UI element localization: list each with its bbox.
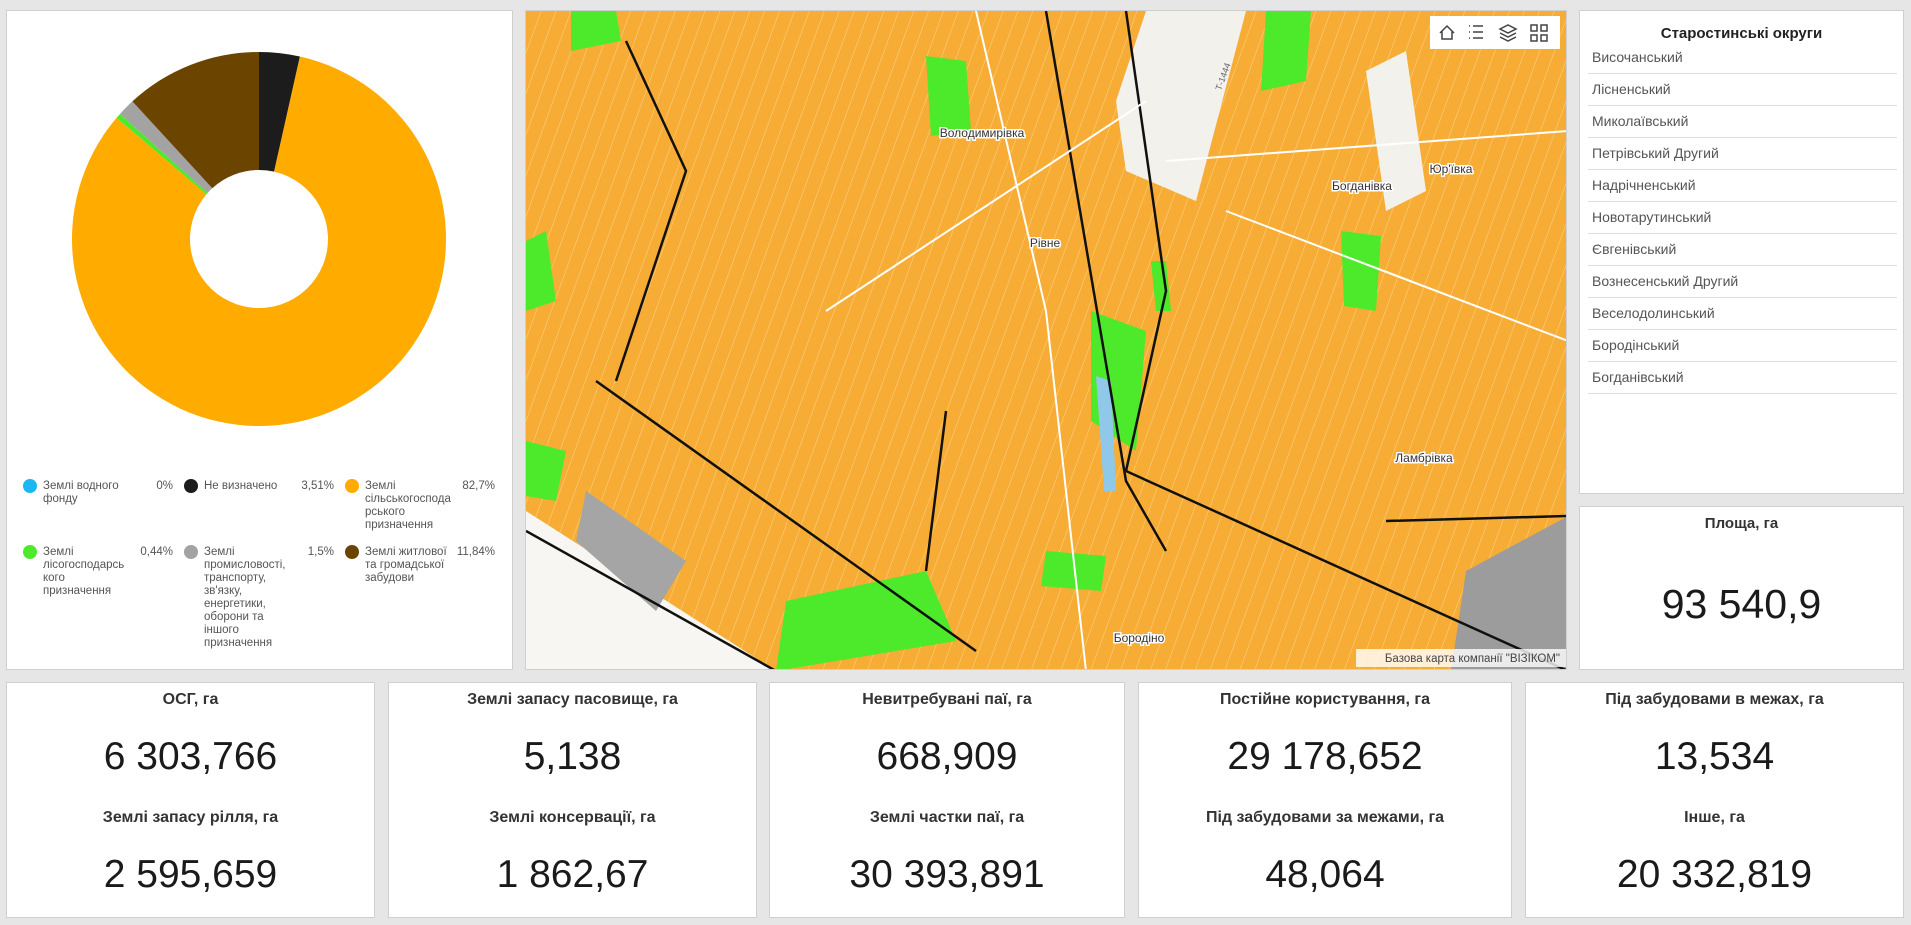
legend-label: Землі водного фонду	[43, 480, 119, 505]
legend-label: Не визначено	[204, 480, 278, 492]
legend-label: Землі лісогосподарського призначення	[43, 546, 125, 597]
pie-slice	[116, 113, 208, 195]
map[interactable]: Володимирівка Рівне Богданівка Юр'ївка Л…	[526, 11, 1567, 670]
legend-value: 82,7%	[462, 480, 495, 492]
map-area	[1261, 11, 1311, 91]
legend-swatch	[345, 545, 359, 559]
place-label: Ламбрівка	[1395, 451, 1453, 465]
indicator-card: ОСГ, га 6 303,766 Землі запасу рілля, га 2 …	[6, 682, 375, 918]
layers-button[interactable]	[1498, 24, 1518, 42]
indicator-value: 13,534	[1654, 735, 1775, 778]
home-button[interactable]	[1439, 24, 1455, 40]
toolbar	[1430, 16, 1560, 49]
district-item[interactable]: Петрівський Другий	[1588, 137, 1897, 170]
map-panel[interactable]: Володимирівка Рівне Богданівка Юр'ївка Л…	[525, 10, 1567, 670]
legend-button[interactable]	[1469, 25, 1483, 39]
map-area	[571, 11, 621, 51]
place-label: Юр'ївка	[1430, 162, 1473, 176]
legend-value: 11,84%	[456, 546, 495, 558]
indicator-title: Під забудовами в межах, га	[1605, 691, 1824, 708]
indicator-value: 668,909	[876, 735, 1018, 778]
map-area	[1151, 261, 1171, 311]
map-area	[1041, 551, 1106, 591]
indicator-card: Під забудовами в межах, га 13,534 Інше, га…	[1525, 682, 1904, 918]
district-item[interactable]: Вознесенський Другий	[1588, 265, 1897, 298]
district-item[interactable]: Новотарутинський	[1588, 201, 1897, 234]
place-label: Бородіно	[1114, 631, 1165, 645]
pie-slice	[72, 56, 446, 426]
map-area	[576, 491, 686, 611]
place-label: Володимирівка	[940, 126, 1025, 140]
legend-swatch	[345, 479, 359, 493]
districts-panel: Старостинські округи Височанський Лісненс…	[1579, 10, 1904, 494]
indicator-title: ОСГ, га	[162, 691, 219, 708]
place-label: Рівне	[1030, 236, 1061, 250]
indicator-title: Площа, га	[1704, 515, 1779, 532]
legend-value: 1,5%	[307, 546, 334, 558]
indicator-value: 20 332,819	[1616, 853, 1813, 896]
map-area	[526, 231, 556, 311]
district-item[interactable]: Височанський	[1588, 41, 1897, 74]
legend-swatch	[184, 479, 198, 493]
legend-value: 0,44%	[140, 546, 173, 558]
map-area	[1096, 376, 1116, 491]
indicator-card: Невитребувані паї, га 668,909 Землі частки…	[769, 682, 1125, 918]
pie-slice	[119, 101, 213, 193]
indicator-value: 5,138	[523, 735, 622, 778]
district-item[interactable]: Веселодолинський	[1588, 297, 1897, 330]
legend-label: Землі сільськогосподарського призначення	[365, 480, 451, 531]
indicator-title: Інше, га	[1684, 809, 1745, 826]
attribution: Базова карта компанії "ВІЗІКОМ"	[1385, 653, 1560, 665]
legend-swatch	[184, 545, 198, 559]
list-title: Старостинські округи	[1660, 25, 1823, 42]
legend-swatch	[23, 479, 37, 493]
indicator-value: 93 540,9	[1661, 581, 1822, 627]
legend-label: Землі промисловості, транспорту, зв'язку…	[204, 546, 286, 649]
attribution-bg	[1356, 649, 1566, 667]
indicator-card: Землі запасу пасовище, га 5,138 Землі конс…	[388, 682, 757, 918]
indicator-value: 30 393,891	[849, 853, 1045, 896]
legend-value: 0%	[156, 480, 173, 492]
indicator-title: Землі запасу пасовище, га	[467, 691, 678, 708]
indicator-value: 1 862,67	[496, 853, 649, 896]
indicator-value: 6 303,766	[103, 735, 278, 778]
indicator-card: Постійне користування, га 29 178,652 Під з…	[1138, 682, 1512, 918]
pie-panel: Землі водного фонду 0% Не визначено 3,51% Зе…	[6, 10, 513, 670]
road	[825, 11, 1566, 669]
district-item[interactable]: Богданівський	[1588, 361, 1897, 394]
pie-chart	[72, 52, 446, 426]
district-item[interactable]: Миколаївський	[1588, 105, 1897, 138]
map-area	[1116, 11, 1246, 201]
indicator-title: Постійне користування, га	[1220, 691, 1430, 708]
indicator-title: Під забудовами за межами, га	[1205, 809, 1445, 826]
pie-slice	[132, 52, 259, 189]
area-panel: Площа, га 93 540,9	[1579, 506, 1904, 670]
map-area	[776, 571, 956, 669]
district-item[interactable]: Лісненський	[1588, 73, 1897, 106]
legend-value: 3,51%	[301, 480, 334, 492]
district-item[interactable]: Євгенівський	[1588, 233, 1897, 266]
indicator-title: Невитребувані паї, га	[862, 691, 1032, 708]
indicator-title: Землі частки паї, га	[869, 809, 1025, 826]
indicator-title: Землі запасу рілля, га	[102, 809, 279, 826]
place-label: Богданівка	[1332, 179, 1392, 193]
boundary	[526, 11, 1566, 669]
indicator-title: Землі консервації, га	[489, 809, 656, 826]
map-area	[526, 441, 566, 501]
indicator-value: 2 595,659	[103, 853, 278, 896]
district-item[interactable]: Надрічненський	[1588, 169, 1897, 202]
map-area	[1366, 51, 1426, 211]
indicator-value: 48,064	[1265, 853, 1385, 896]
basemap-button[interactable]	[1530, 24, 1548, 42]
legend-label: Землі житлової та громадської забудови	[365, 546, 447, 584]
legend-swatch	[23, 545, 37, 559]
indicator-value: 29 178,652	[1227, 735, 1423, 778]
district-item[interactable]: Бородінський	[1588, 329, 1897, 362]
pie-slice	[259, 52, 300, 172]
map-area	[1341, 231, 1381, 311]
map-area	[926, 56, 971, 136]
